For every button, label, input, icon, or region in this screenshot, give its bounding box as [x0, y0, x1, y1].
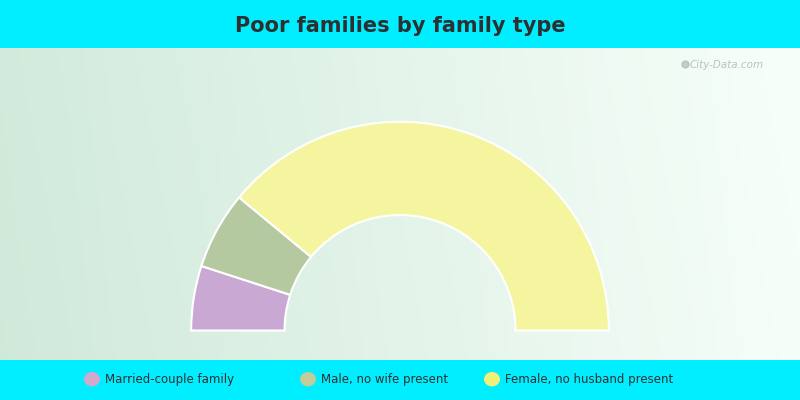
Ellipse shape — [300, 372, 316, 386]
Ellipse shape — [84, 372, 100, 386]
Text: Female, no husband present: Female, no husband present — [505, 373, 673, 386]
Wedge shape — [191, 266, 290, 330]
Wedge shape — [239, 122, 609, 330]
Text: Married-couple family: Married-couple family — [105, 373, 234, 386]
Wedge shape — [202, 198, 311, 295]
Text: City-Data.com: City-Data.com — [690, 60, 763, 70]
Text: Male, no wife present: Male, no wife present — [321, 373, 448, 386]
Ellipse shape — [484, 372, 500, 386]
Text: Poor families by family type: Poor families by family type — [234, 16, 566, 36]
